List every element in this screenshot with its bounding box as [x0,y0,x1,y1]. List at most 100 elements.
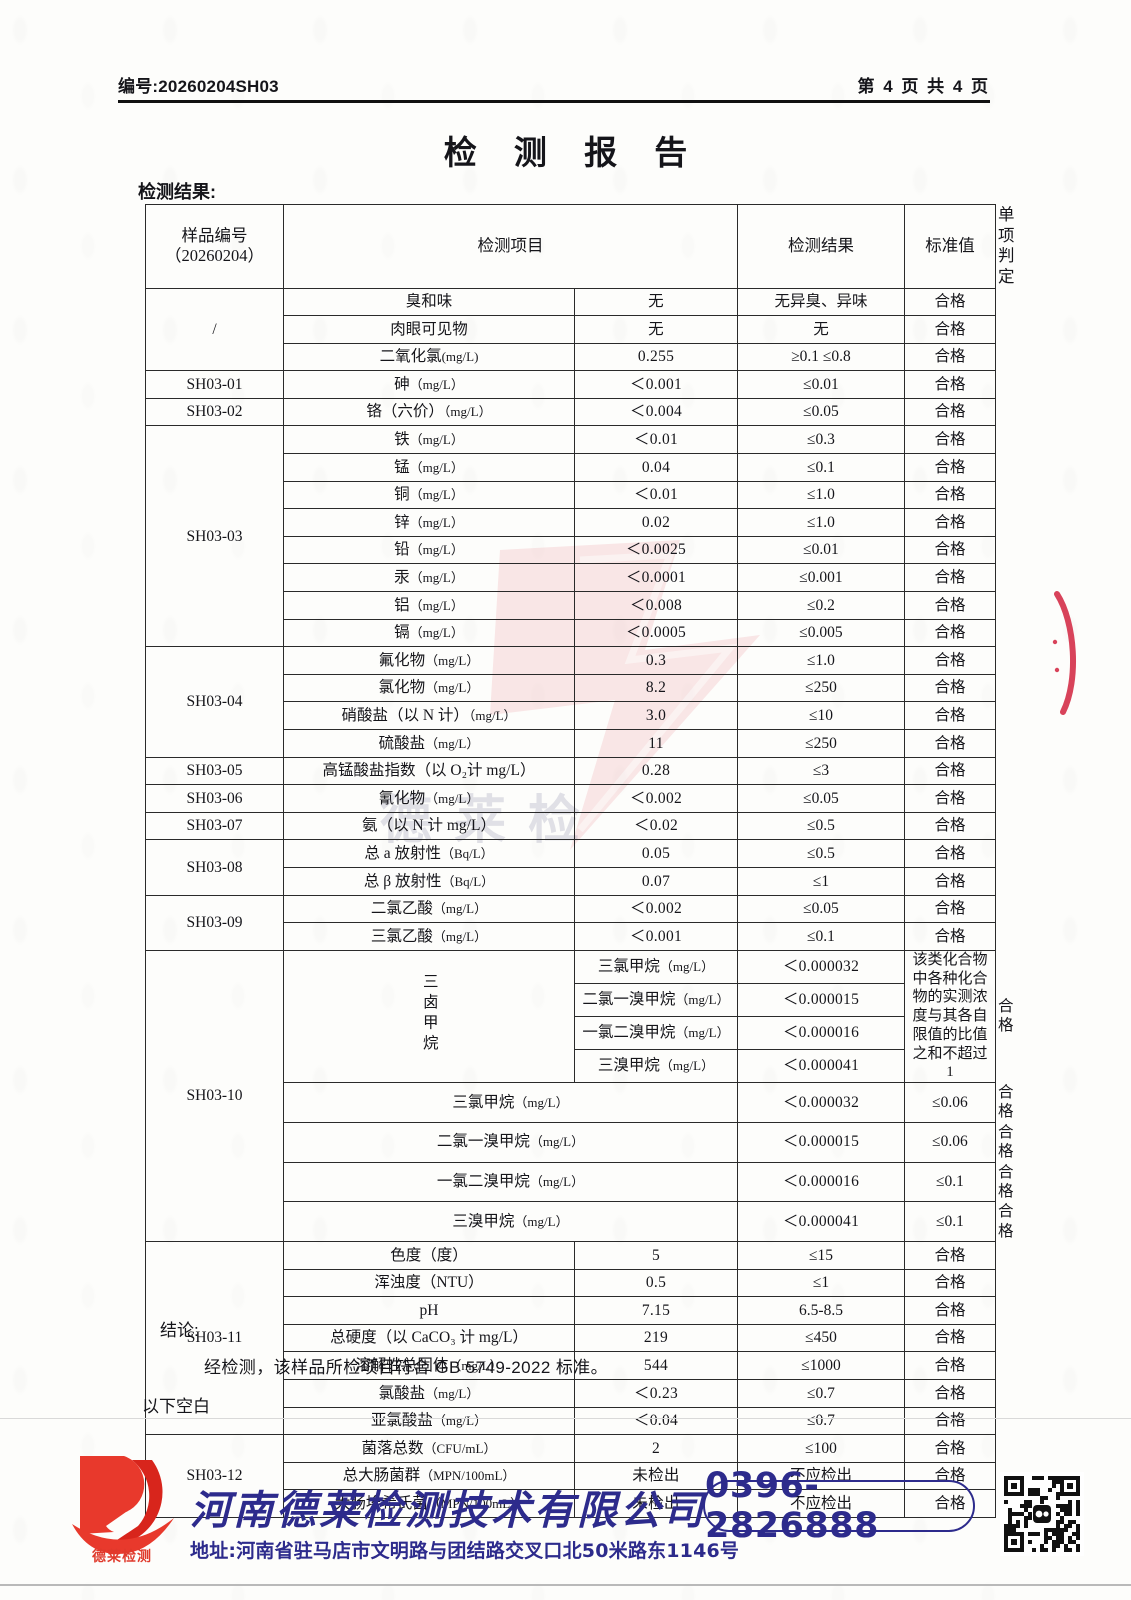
cell-judgment: 合格 [904,646,996,675]
item-unit: （mg/L） [675,1025,730,1041]
company-phone: 0396-2826888 [703,1466,975,1546]
cell-item: 二氯乙酸（mg/L） [283,894,575,924]
item-unit: （mg/L） [529,1134,585,1150]
cell-judgment: 合格 [904,894,996,924]
cell-result: 无 [574,315,738,344]
cell-item: 硫酸盐（mg/L） [283,729,575,758]
item-unit: （mg/L） [514,1094,569,1110]
table-row: pH 7.15 6.5-8.5 合格 [146,1296,996,1325]
item-name: 一氯二溴甲烷 [436,1173,530,1191]
item-name: 溶解性总固体 [355,1356,449,1374]
item-unit: （mg/L） [409,487,464,503]
table-header: 样品编号 （20260204） 检测项目 检测结果 标准值 单项判定 [145,204,1015,289]
cell-item: 三溴甲烷（mg/L） [283,1201,738,1242]
qr-code-icon [1000,1472,1084,1556]
table-row: SH03-12 菌落总数（CFU/mL） 2 ≤100 合格 [145,1434,996,1518]
item-unit: （mg/L） [425,652,480,668]
cell-result: ＜0.000041 [737,1201,905,1242]
cell-standard: 该类化合物中各种化合物的实测浓度与其各自限值的比值之和不超过 1 [904,949,996,1084]
cell-item: 铜（mg/L） [283,480,575,510]
cell-standard: ≤0.1 [737,922,905,951]
page-title: 检 测 报 告 [443,134,702,171]
cell-item: 三氯甲烷（mg/L） [283,1082,738,1123]
cell-judgment: 合格 [904,1351,996,1380]
cell-result: ＜0.0025 [574,535,738,565]
cell-result: 0.255 [574,342,738,372]
cell-item: 一氯二溴甲烷（mg/L） [574,1015,738,1050]
conclusion-text: 经检测，该样品所检项目符合 GB 5749-2022 标准。 [204,1358,609,1377]
cell-judgment: 合格 [904,1406,996,1436]
cell-item: 二氯一溴甲烷（mg/L） [574,982,738,1017]
cell-item: 铬（六价）（mg/L） [283,397,575,427]
cell-result: ＜0.01 [574,425,738,455]
item-unit: （mg/L） [675,992,730,1008]
item-name: 总大肠菌群 [342,1467,421,1485]
table-row: 硫酸盐（mg/L） 11 ≤250 合格 [146,729,996,758]
item-unit: （mg/L） [409,625,464,641]
cell-standard: ≤1.0 [737,508,905,537]
cell-item: 氨（以 N 计 mg/L） [283,811,575,841]
cell-item: 菌落总数（CFU/mL） [283,1434,575,1463]
cell-judgment: 合格 [904,729,996,758]
table-row: 一氯二溴甲烷（mg/L） ＜0.000016 [146,1015,996,1050]
results-section-label: 检测结果: [138,182,216,202]
cell-sample-id: SH03-10 [145,949,284,1243]
table-row: 硝酸盐（以 N 计）（mg/L） 3.0 ≤10 合格 [146,701,996,730]
table-row: 二氯一溴甲烷（mg/L） ＜0.000015 [146,982,996,1017]
cell-result: 未检出 [574,1461,738,1491]
item-unit: （mg/L） [443,404,492,420]
cell-result: 无 [574,287,738,317]
cell-item: 色度（度） [283,1241,575,1270]
cell-item: 汞（mg/L） [283,563,575,593]
cell-item: 氯化物（mg/L） [283,673,575,703]
cell-standard: ≤0.06 [904,1121,996,1163]
cell-result: ＜0.002 [574,894,738,924]
cell-standard: ≤0.2 [737,591,905,620]
cell-item: 高锰酸盐指数（以 O₂计 mg/L） [283,756,575,786]
table-row: 肉眼可见物无无合格 [146,315,996,344]
item-name: 氯化物 [378,679,426,697]
seal-edge-arc [1052,591,1077,715]
item-name: 一氯二溴甲烷 [582,1024,676,1042]
cell-result: ＜0.000032 [737,1082,905,1123]
cell-judgment: 合格 [904,342,996,372]
table-row: 锰（mg/L） 0.04 ≤0.1 合格 [146,453,996,482]
cell-item: pH [283,1296,575,1325]
cell-judgment: 合格 [904,1378,996,1408]
cell-result: ＜0.001 [574,922,738,951]
cell-result: ＜0.01 [574,480,738,510]
cell-item: 臭和味 [283,287,575,317]
cell-standard: ≤0.1 [904,1201,996,1242]
cell-item: 氯酸盐（mg/L） [283,1378,575,1408]
cell-result: 0.05 [574,839,738,868]
item-unit: （mg/L） [409,514,464,530]
item-name: 硫酸盐 [378,734,426,752]
cell-judgment: 合格 [904,1241,996,1270]
cell-sample-id: SH03-12 [145,1434,284,1518]
table-row: SH03-10 三卤甲烷 三氯甲烷（mg/L） ＜0.000032 该类化合物中各种化合… [145,949,1014,1243]
item-name: 铜 [394,486,410,504]
cell-judgment: 合格 [904,1268,996,1298]
cell-standard: ≤0.01 [737,535,905,565]
cell-standard: ≤3 [737,756,905,786]
cell-judgment: 合格 [904,922,996,951]
item-name: 三氯乙酸 [370,927,433,945]
item-unit: （mg/L） [425,790,480,806]
table-row: SH03-06 氰化物（mg/L） ＜0.002 ≤0.05 合格 [145,784,996,813]
cell-item: 二氯一溴甲烷（mg/L） [283,1121,738,1163]
item-unit: （Bq/L） [440,845,494,861]
item-name: 总硬度（以 CaCO₃ 计 mg/L） [330,1329,528,1347]
cell-judgment: 合格 [904,839,996,868]
col-header-item: 检测项目 [283,204,738,289]
table-row: 二氧化氯(mg/L) 0.255 ≥0.1 ≤0.8 合格 [146,342,996,372]
item-name: 色度（度） [390,1246,468,1264]
item-name: 铝 [394,596,410,614]
cell-judgment: 合格 [904,1296,996,1325]
cell-judgment: 合格 [904,397,996,427]
cell-sample-id: SH03-09 [145,894,284,951]
item-name: 镉 [394,624,410,642]
cell-result: ＜0.000032 [737,949,905,984]
cell-result: ＜0.04 [574,1406,738,1436]
company-logo-icon [72,1456,174,1554]
item-name: 三氯甲烷 [597,958,660,976]
